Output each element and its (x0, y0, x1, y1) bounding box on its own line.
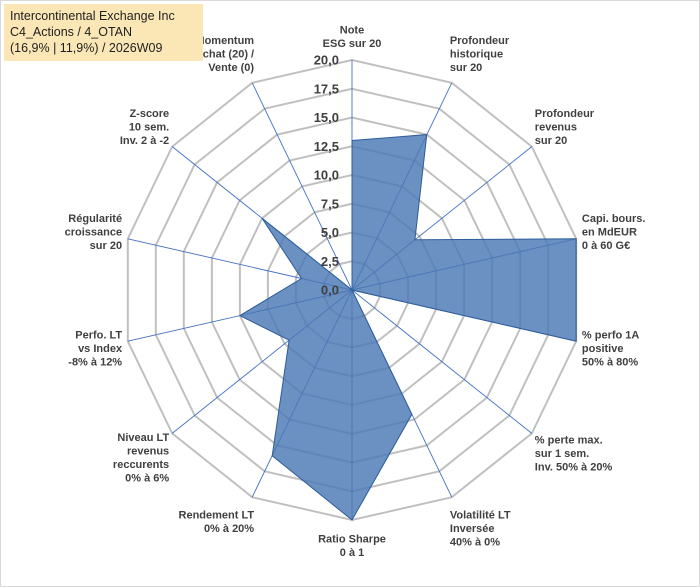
axis-label: Capi. bours. en MdEUR 0 à 60 G€ (582, 213, 646, 252)
axis-label: Profondeur revenus sur 20 (535, 108, 595, 147)
axis-label: % perte max. sur 1 sem. Inv. 50% à 20% (535, 435, 613, 474)
tick-label: 12,5 (314, 139, 339, 154)
axis-spoke (351, 289, 533, 434)
tick-label: 0,0 (321, 283, 339, 298)
tick-label: 15,0 (314, 110, 339, 125)
chart-title-box: Intercontinental Exchange Inc C4_Actions… (4, 4, 203, 61)
axis-label: Niveau LT revenus reccurents 0% à 6% (113, 432, 170, 485)
series-area (238, 134, 577, 521)
axis-label: Rendement LT 0% à 20% (179, 509, 255, 535)
title-performance: (16,9% | 11,9%) / 2026W09 (10, 41, 163, 55)
axis-label: Perfo. LT vs Index -8% à 12% (68, 330, 123, 369)
tick-label: 17,5 (314, 81, 339, 96)
title-company: Intercontinental Exchange Inc (10, 9, 175, 23)
axis-label: Profondeur historique sur 20 (450, 35, 510, 74)
axis-label: Régularité croissance sur 20 (65, 213, 122, 252)
axis-label: % perfo 1A positive 50% à 80% (582, 330, 640, 369)
tick-label: 2,5 (321, 254, 339, 269)
series-layer (238, 134, 577, 521)
axis-label: Momentum Achat (20) / Vente (0) (195, 35, 255, 74)
axis-spoke (251, 82, 353, 291)
axis-label: Note ESG sur 20 (323, 25, 382, 51)
tick-label: 10,0 (314, 168, 339, 183)
tick-label: 7,5 (321, 196, 339, 211)
tick-layer: 0,0 2,5 5,0 7,5 10,0 12,5 15,0 17,5 20,0 (314, 53, 339, 298)
tick-label: 5,0 (321, 225, 339, 240)
tick-label: 20,0 (314, 53, 339, 68)
axis-label: Ratio Sharpe 0 à 1 (318, 534, 386, 560)
axis-label: Z-score 10 sem. Inv. 2 à -2 (120, 108, 169, 147)
axis-label: Volatilité LT Inversée 40% à 0% (450, 509, 511, 548)
title-category: C4_Actions / 4_OTAN (10, 25, 133, 39)
label-layer: Note ESG sur 20 Profondeur historique sur 20… (65, 25, 646, 560)
